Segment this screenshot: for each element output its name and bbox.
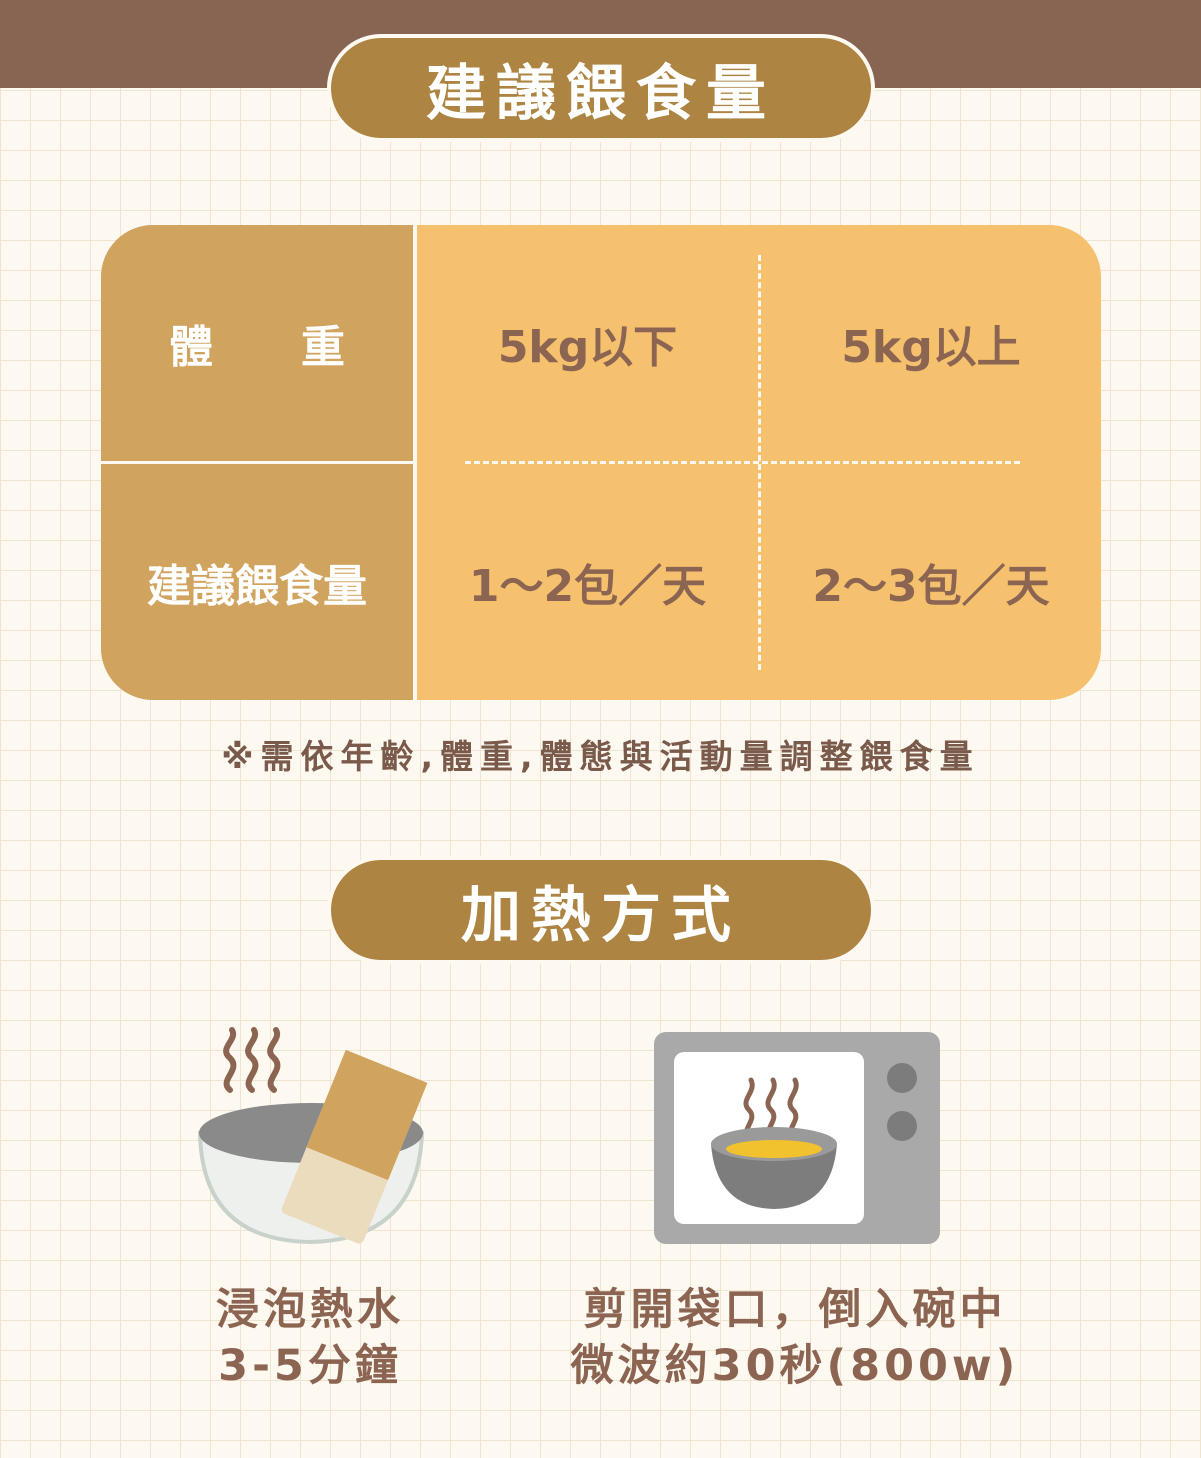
weight-label: 體 重 — [169, 322, 345, 373]
weight-over-5kg: 5kg以上 — [841, 322, 1021, 373]
amount-over-5kg: 2～3包／天 — [812, 561, 1050, 612]
feeding-title: 建議餵食量 — [327, 34, 875, 142]
method-soak-line2: 3-5分鐘 — [218, 1341, 402, 1391]
method-soak-line1: 浸泡熱水 — [216, 1285, 404, 1335]
amount-label: 建議餵食量 — [147, 561, 367, 612]
feeding-table: 體 重 建議餵食量 5kg以下 5kg以上 1～2包／天 2～3包／天 — [101, 225, 1101, 700]
dashed-row-divider — [465, 461, 1020, 464]
weight-under-5kg: 5kg以下 — [497, 322, 678, 373]
row-divider — [101, 461, 413, 464]
method-soak-caption: 浸泡熱水 3-5分鐘 — [160, 1282, 460, 1394]
method-microwave-line1: 剪開袋口，倒入碗中 — [583, 1285, 1007, 1335]
feeding-note: ※需依年齡,體重,體態與活動量調整餵食量 — [221, 737, 980, 776]
column-divider — [413, 225, 417, 700]
soaking-bowl-icon — [197, 1027, 428, 1245]
microwave-icon — [654, 1032, 940, 1244]
method-microwave-line2: 微波約30秒(800w) — [570, 1341, 1020, 1391]
dashed-column-divider — [758, 255, 761, 670]
heating-title: 加熱方式 — [327, 856, 875, 964]
amount-under-5kg: 1～2包／天 — [468, 561, 707, 612]
method-microwave-caption: 剪開袋口，倒入碗中 微波約30秒(800w) — [530, 1282, 1060, 1394]
